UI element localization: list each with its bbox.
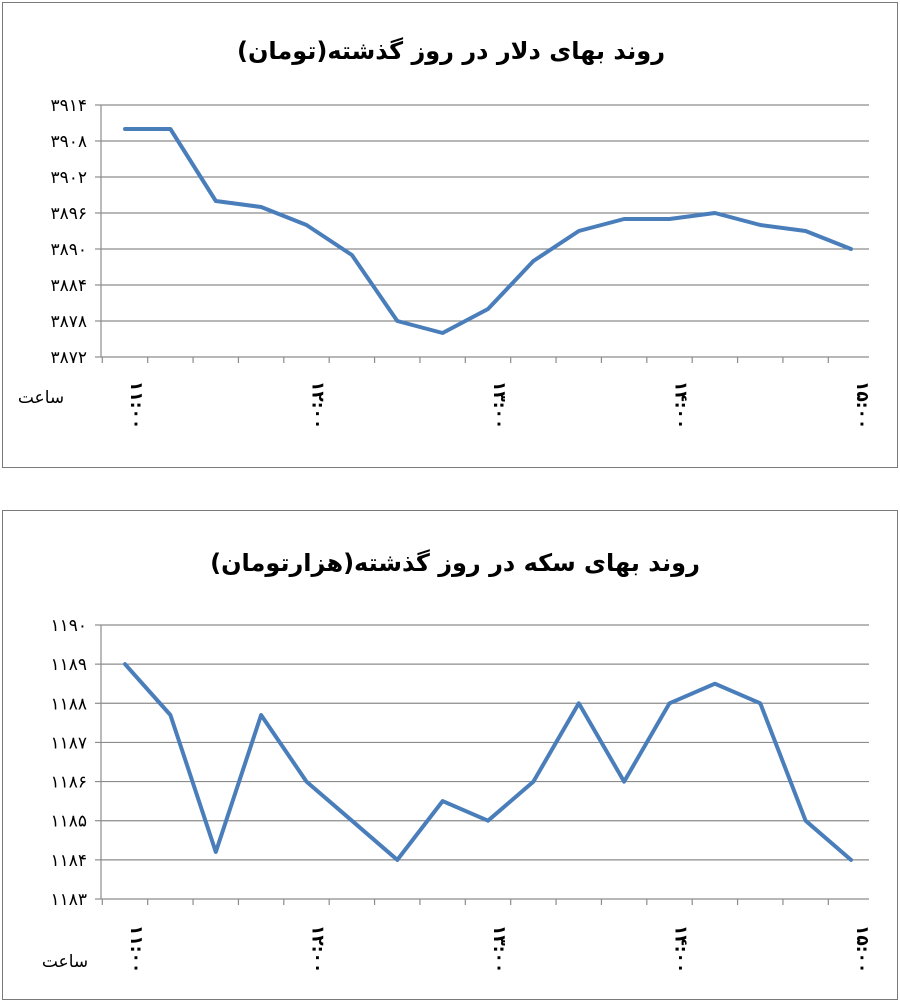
x-tick-label: ۱۴:۰۰ <box>671 381 691 429</box>
y-tick-label: ۱۱۸۸ <box>50 694 87 714</box>
y-tick-label: ۳۹۰۸ <box>50 132 87 152</box>
y-tick-label: ۱۱۸۶ <box>50 773 87 793</box>
x-tick-label: ۱۵:۰۰ <box>852 925 872 973</box>
y-tick-label: ۳۸۹۰ <box>50 240 87 260</box>
x-tick-label: ۱۳:۰۰ <box>489 925 509 973</box>
y-tick-label: ۳۹۱۴ <box>50 96 87 116</box>
chart-title: روند بهای سکه در روز گذشته(هزارتومان) <box>210 549 700 577</box>
x-tick-label: ۱۱:۰۰ <box>126 381 146 429</box>
coin-chart: روند بهای سکه در روز گذشته(هزارتومان) ۱۱۸… <box>42 549 872 973</box>
x-tick-label: ۱۳:۰۰ <box>489 381 509 429</box>
y-tick-label: ۱۱۸۹ <box>50 655 87 675</box>
y-tick-label: ۳۸۸۴ <box>50 276 87 296</box>
x-tick-label: ۱۲:۰۰ <box>308 925 328 973</box>
y-tick-label: ۳۸۷۸ <box>50 312 87 332</box>
x-tick-label: ۱۱:۰۰ <box>126 925 146 973</box>
dollar-chart: روند بهای دلار در روز گذشته(تومان) ۳۸۷۲ ۳۸… <box>18 37 872 429</box>
dollar-chart-panel: روند بهای دلار در روز گذشته(تومان) ۳۸۷۲ ۳۸… <box>2 2 898 468</box>
coin-chart-panel: روند بهای سکه در روز گذشته(هزارتومان) ۱۱۸… <box>2 510 898 1000</box>
y-tick-label: ۱۱۸۳ <box>50 890 87 910</box>
y-tick-label: ۱۱۹۰ <box>50 616 87 636</box>
x-tick-label: ۱۴:۰۰ <box>671 925 691 973</box>
series-line <box>123 127 853 335</box>
x-axis-label: ساعت <box>42 952 88 972</box>
y-tick-label: ۳۸۹۶ <box>50 204 87 224</box>
x-tick-label: ۱۲:۰۰ <box>308 381 328 429</box>
x-tick-label: ۱۵:۰۰ <box>852 381 872 429</box>
chart-title: روند بهای دلار در روز گذشته(تومان) <box>237 37 665 65</box>
y-tick-label: ۳۸۷۲ <box>50 348 87 368</box>
y-tick-label: ۱۱۸۷ <box>50 733 87 753</box>
y-tick-label: ۱۱۸۴ <box>50 851 87 871</box>
series-line <box>123 662 853 862</box>
y-tick-label: ۳۹۰۲ <box>50 168 87 188</box>
x-axis-label: ساعت <box>18 388 64 408</box>
y-tick-label: ۱۱۸۵ <box>50 812 87 832</box>
